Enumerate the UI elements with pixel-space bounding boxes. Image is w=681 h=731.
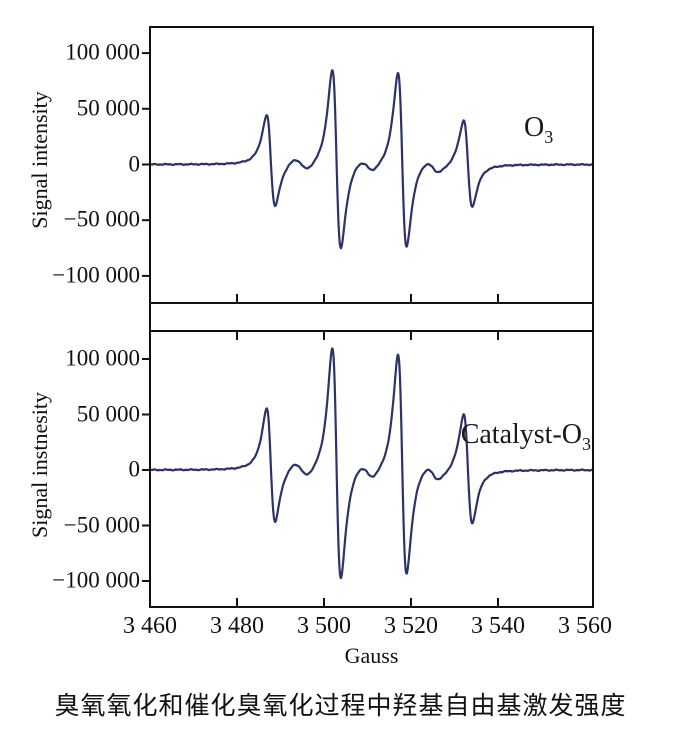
y-tick-label: −100 000 [52, 262, 140, 288]
x-tick-label: 3 520 [384, 613, 438, 639]
y-tick-label: 50 000 [76, 400, 140, 426]
y-tick-label: −50 000 [63, 206, 140, 232]
y-tick-label: 0 [128, 456, 141, 482]
x-tick-label: 3 500 [297, 613, 351, 639]
y-tick-label: −50 000 [63, 511, 140, 537]
figure-caption: 臭氧氧化和催化臭氧化过程中羟基自由基激发强度 [54, 693, 627, 720]
x-tick-label: 3 540 [471, 613, 525, 639]
spectrum-curve-catalyst-ozone [151, 347, 592, 580]
y-tick-label: −100 000 [52, 567, 140, 593]
x-axis-label: Gauss [344, 643, 399, 668]
plot-frame [149, 26, 594, 608]
series-label-o3-subscript: 3 [544, 127, 554, 147]
spectrum-curve-ozone [151, 69, 592, 250]
x-tick-label: 3 480 [210, 613, 264, 639]
y-tick-label: 0 [128, 150, 141, 176]
series-label-catalyst-o3-text: Catalyst-O [460, 419, 582, 450]
y-tick-label: 100 000 [65, 39, 140, 65]
x-tick-label: 3 560 [558, 613, 612, 639]
x-tick-label: 3 460 [123, 613, 177, 639]
y-tick-label: 50 000 [76, 95, 140, 121]
series-label-o3-text: O [524, 112, 545, 143]
y-tick-label: 100 000 [65, 345, 140, 371]
series-label-o3: O3 [524, 112, 553, 148]
y-axis-label-bottom: Signal instnesity [27, 391, 52, 539]
y-axis-label-top: Signal intensity [27, 91, 52, 229]
series-label-catalyst-o3-subscript: 3 [582, 434, 591, 454]
series-label-catalyst-o3: Catalyst-O3 [461, 419, 591, 455]
